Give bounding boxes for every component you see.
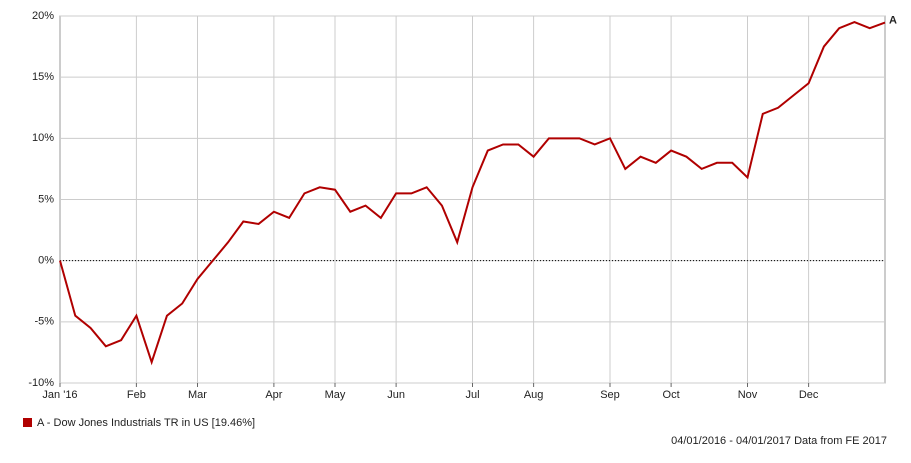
y-tick-label: 20%	[32, 10, 54, 22]
y-tick-label: -5%	[34, 316, 54, 328]
x-tick-label: May	[325, 389, 346, 401]
end-label: A	[889, 15, 897, 27]
x-tick-label: Feb	[127, 389, 146, 401]
y-tick-label: -10%	[28, 377, 54, 389]
line	[59, 21, 886, 366]
x-tick-label: Oct	[663, 389, 680, 401]
x-tick-label: Apr	[265, 389, 282, 401]
x-tick-label: Dec	[799, 389, 819, 401]
y-tick-label: 0%	[38, 255, 54, 267]
x-tick-label: Jul	[465, 389, 479, 401]
legend-swatch	[23, 418, 32, 427]
x-tick-label: Jun	[387, 389, 405, 401]
y-tick-label: 10%	[32, 132, 54, 144]
footer: 04/01/2016 - 04/01/2017 Data from FE 201…	[671, 435, 887, 447]
y-tick-label: 15%	[32, 71, 54, 83]
legend-label: A - Dow Jones Industrials TR in US [19.4…	[37, 417, 255, 429]
x-tick-label: Sep	[600, 389, 620, 401]
x-tick-label: Mar	[188, 389, 207, 401]
x-tick-label: Nov	[738, 389, 758, 401]
x-tick-label: Aug	[524, 389, 544, 401]
y-tick-label: 5%	[38, 193, 54, 205]
x-tick-label: Jan '16	[42, 389, 77, 401]
